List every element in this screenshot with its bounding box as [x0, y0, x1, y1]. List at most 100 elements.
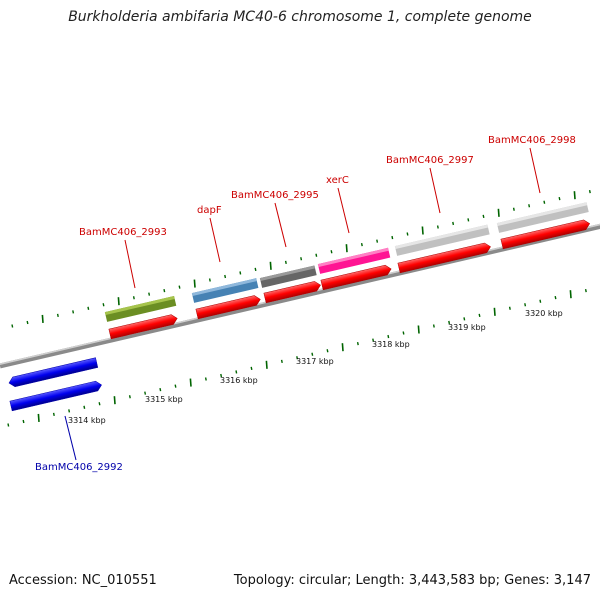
tick-mark	[87, 306, 90, 310]
tick-mark	[482, 214, 485, 218]
tick-mark	[345, 244, 348, 253]
tick-mark	[174, 384, 177, 388]
tick-mark	[341, 343, 344, 352]
tick-mark	[224, 274, 227, 279]
cds-dapf[interactable]	[195, 294, 262, 320]
tick-mark	[524, 303, 527, 307]
label-bammc406-2998: BamMC406_2998	[488, 135, 576, 146]
gene-bammc406-2992[interactable]	[8, 357, 99, 388]
tick-mark	[52, 412, 55, 417]
tick-mark	[543, 200, 546, 204]
tick-mark	[554, 296, 557, 300]
tick-mark	[128, 395, 131, 399]
label-xerc: xerC	[326, 175, 349, 186]
cds-bammc406-2995[interactable]	[263, 280, 322, 304]
map-title: Burkholderia ambifaria MC40-6 chromosome…	[68, 9, 532, 25]
kbp-label-3319: 3319 kbp	[448, 323, 486, 332]
tick-mark	[148, 292, 151, 296]
tick-mark	[588, 189, 591, 194]
gene-bammc406-2997[interactable]	[394, 224, 490, 256]
tick-mark	[239, 271, 242, 275]
cds-bammc406-2993[interactable]	[108, 313, 178, 340]
tick-mark	[558, 197, 561, 201]
tick-mark	[159, 387, 162, 392]
tick-mark	[250, 366, 253, 371]
tick-mark	[467, 218, 470, 222]
label-dapf: dapF	[197, 205, 222, 216]
gene-xerc[interactable]	[317, 247, 391, 274]
genome-stats: Topology: circular; Length: 3,443,583 bp…	[233, 573, 591, 588]
gene-dapf[interactable]	[191, 278, 259, 303]
cds-bammc406-2997[interactable]	[397, 242, 492, 274]
tick-mark	[478, 313, 481, 317]
tick-mark	[41, 314, 44, 323]
tick-mark	[569, 290, 572, 299]
tick-mark	[497, 208, 500, 217]
outer-tick-row	[11, 189, 591, 328]
tick-mark	[220, 373, 223, 378]
tick-mark	[360, 243, 363, 247]
tick-mark	[98, 402, 101, 406]
tick-mark	[163, 288, 166, 293]
leader-bammc406-2993	[124, 239, 136, 289]
tick-mark	[193, 279, 196, 288]
tick-mark	[376, 239, 379, 243]
gene-bammc406-2993[interactable]	[104, 296, 177, 322]
tick-mark	[584, 288, 587, 293]
tick-mark	[311, 352, 314, 356]
tick-mark	[463, 317, 466, 321]
tick-mark	[573, 191, 576, 200]
leader-bammc406-2998	[529, 147, 541, 194]
tick-mark	[284, 260, 287, 264]
kbp-label-3318: 3318 kbp	[372, 340, 410, 349]
tick-mark	[315, 253, 318, 257]
tick-mark	[296, 356, 299, 360]
label-bammc406-2992: BamMC406_2992	[35, 462, 123, 473]
label-bammc406-2995: BamMC406_2995	[231, 190, 319, 201]
leader-bammc406-2995	[274, 202, 287, 248]
tick-mark	[512, 207, 515, 211]
gene-bammc406-2998[interactable]	[496, 202, 589, 233]
tick-mark	[254, 267, 257, 272]
tick-mark	[265, 360, 268, 369]
tick-mark	[37, 413, 40, 422]
tick-mark	[326, 349, 329, 353]
kbp-label-3314: 3314 kbp	[68, 416, 106, 425]
tick-mark	[452, 221, 455, 226]
tick-mark	[300, 257, 303, 261]
tick-mark	[391, 235, 394, 240]
cds-xerc[interactable]	[320, 264, 392, 291]
tick-mark	[269, 261, 272, 270]
tick-mark	[113, 396, 116, 405]
kbp-label-3317: 3317 kbp	[296, 357, 334, 366]
tick-mark	[178, 285, 181, 289]
inner-tick-row	[7, 288, 587, 427]
tick-mark	[372, 338, 375, 342]
kbp-label-3320: 3320 kbp	[525, 309, 563, 318]
leader-dapf	[209, 217, 221, 263]
gene-bammc406-2995[interactable]	[259, 265, 317, 288]
leader-bammc406-2997	[429, 167, 441, 214]
tick-mark	[204, 377, 207, 381]
tick-mark	[421, 226, 424, 235]
tick-mark	[11, 324, 14, 328]
tick-mark	[102, 303, 105, 307]
tick-mark	[417, 325, 420, 334]
tick-mark	[83, 405, 86, 409]
tick-mark	[235, 370, 238, 374]
tick-mark	[144, 391, 147, 395]
cds-bammc406-2992[interactable]	[9, 380, 103, 412]
tick-mark	[432, 324, 435, 328]
label-bammc406-2993: BamMC406_2993	[79, 227, 167, 238]
tick-mark	[72, 310, 75, 314]
accession-label: Accession: NC_010551	[9, 573, 157, 588]
cds-bammc406-2998[interactable]	[500, 219, 591, 250]
tick-mark	[189, 378, 192, 387]
tick-mark	[402, 331, 405, 335]
tick-mark	[132, 296, 135, 300]
tick-mark	[280, 359, 283, 363]
tick-mark	[493, 307, 496, 316]
leader-bammc406-2992	[64, 415, 77, 461]
tick-mark	[22, 419, 25, 424]
